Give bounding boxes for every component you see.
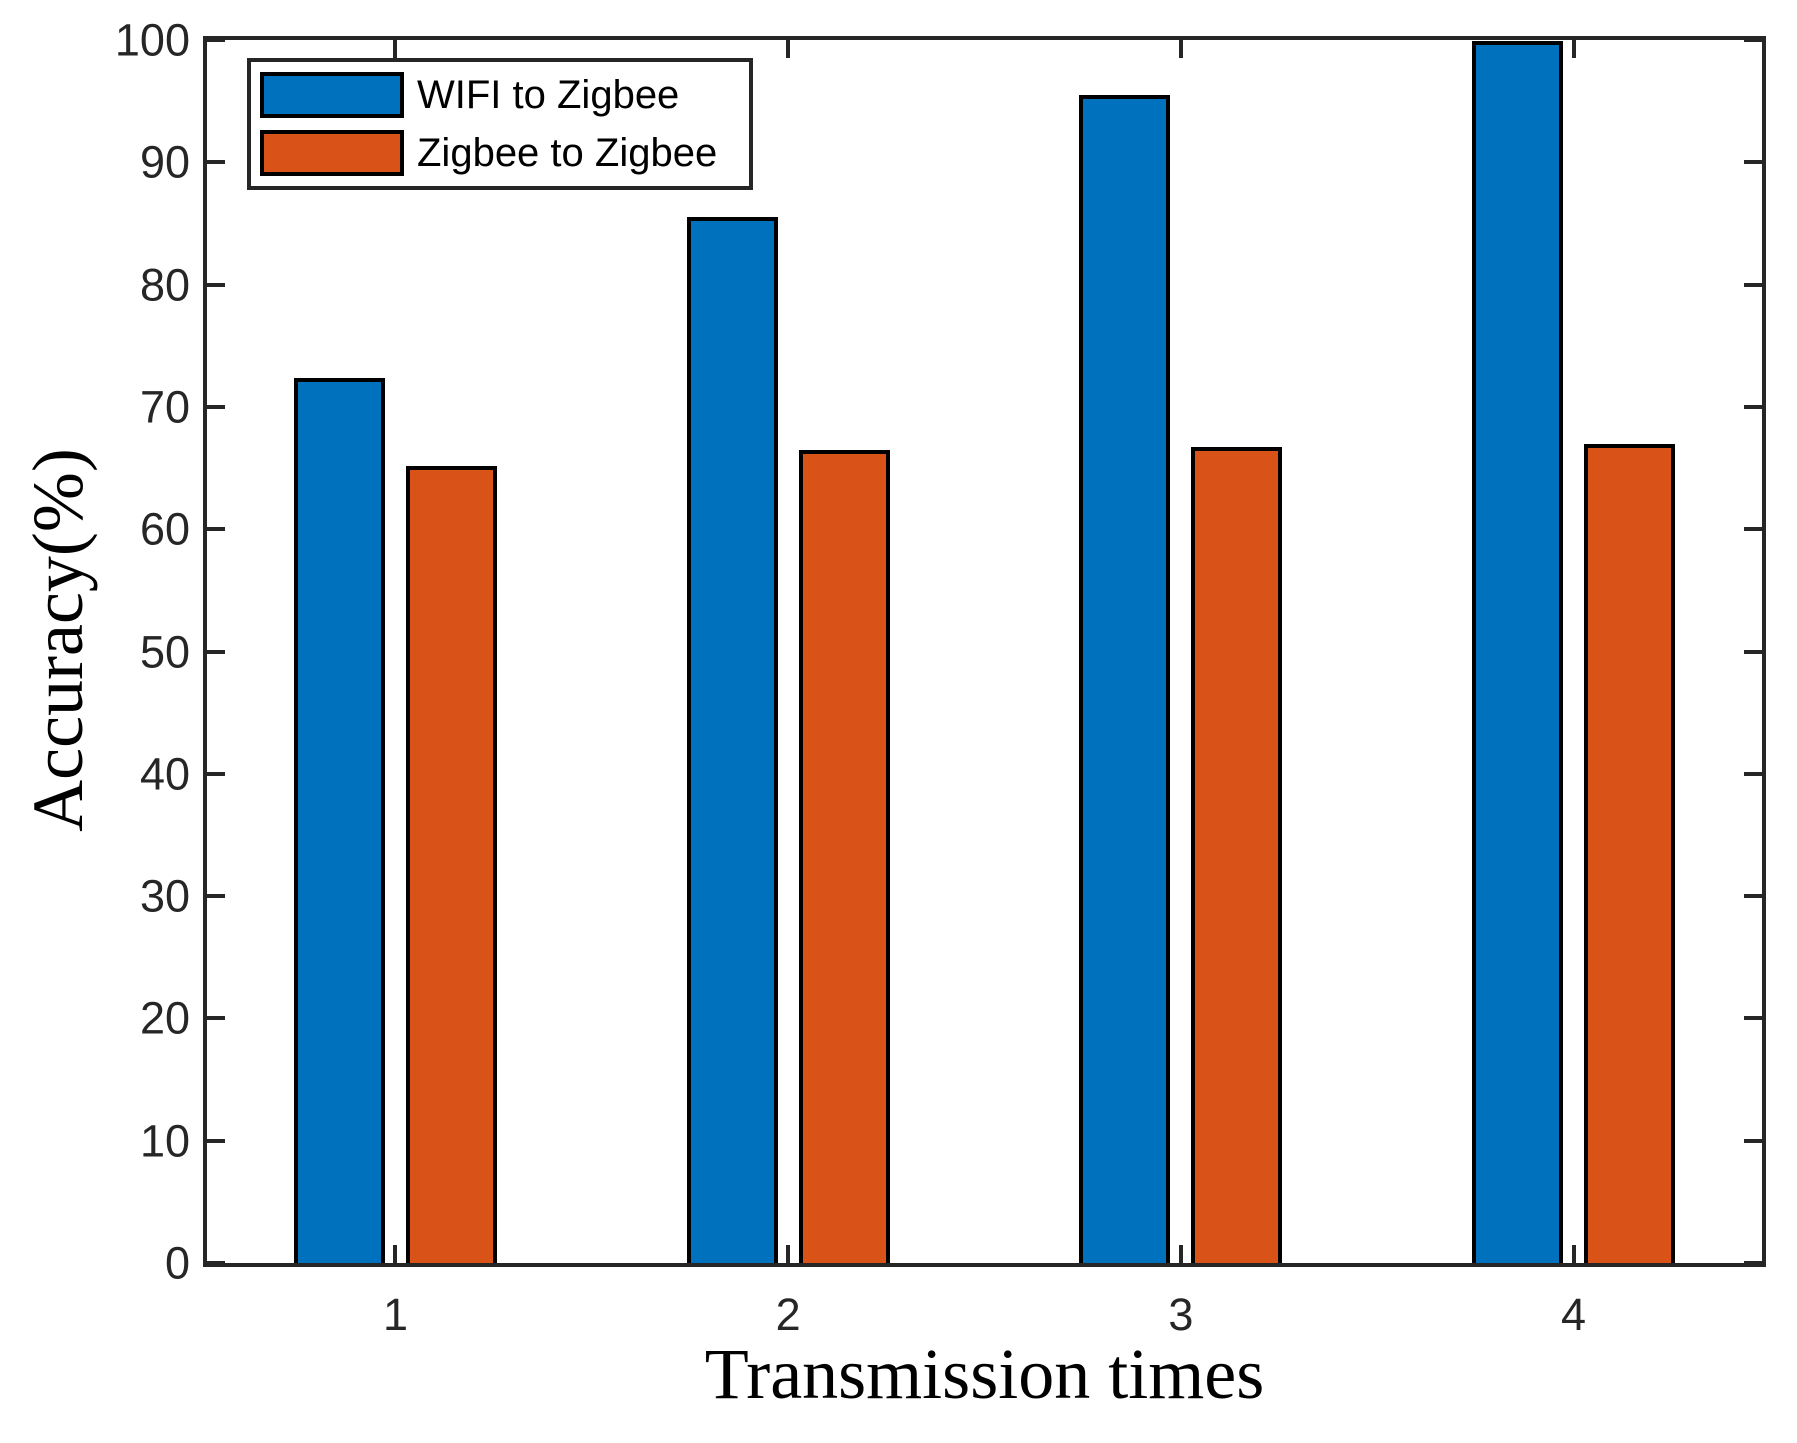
y-axis-tick [207, 649, 225, 654]
y-tick-label: 30 [139, 870, 190, 922]
y-tick-label: 50 [139, 626, 190, 677]
y-tick-label: 10 [139, 1115, 190, 1167]
y-axis-tick [207, 1016, 225, 1021]
bar-series1-group2 [686, 217, 778, 1263]
y-axis-tick-right [1744, 282, 1762, 287]
x-tick-label: 1 [382, 1289, 408, 1340]
y-axis-tick-right [1744, 649, 1762, 654]
bar-series1-group4 [1472, 41, 1563, 1263]
x-tick-label: 3 [1168, 1289, 1194, 1340]
bar-series1-group1 [293, 377, 385, 1263]
y-axis-tick-right [1744, 1138, 1762, 1143]
y-tick-label: 80 [139, 259, 190, 311]
x-axis-tick-top [786, 40, 791, 58]
legend-swatch-icon [260, 72, 404, 118]
x-axis-tick [786, 1245, 791, 1263]
y-axis-tick [207, 38, 225, 42]
plot-area [203, 36, 1766, 1267]
y-axis-tick [207, 1138, 225, 1143]
y-axis-tick-right [1744, 160, 1762, 165]
x-axis-tick [1571, 1245, 1576, 1263]
x-axis-title: Transmission times [704, 1334, 1265, 1414]
y-axis-tick-right [1744, 1016, 1762, 1021]
y-axis-tick-right [1744, 771, 1762, 776]
legend-item: WIFI to Zigbee [260, 72, 749, 118]
y-tick-label: 40 [139, 748, 190, 800]
bar-series1-group3 [1079, 95, 1171, 1263]
x-axis-tick [393, 1245, 398, 1263]
y-tick-label: 20 [139, 992, 190, 1044]
legend-label: Zigbee to Zigbee [417, 131, 718, 175]
y-axis-tick-right [1744, 527, 1762, 532]
x-axis-tick-top [393, 40, 398, 58]
x-axis-tick-top [1178, 40, 1183, 58]
y-axis-tick [207, 282, 225, 287]
y-tick-label: 70 [139, 381, 190, 433]
bar-series2-group1 [405, 465, 497, 1263]
y-axis-tick-right [1744, 894, 1762, 899]
y-axis-tick-right [1744, 404, 1762, 409]
y-axis-title: Accuracy(%) [18, 448, 98, 832]
legend: WIFI to Zigbee Zigbee to Zigbee [247, 58, 753, 190]
y-axis-tick [207, 527, 225, 532]
y-axis-tick [207, 160, 225, 165]
y-axis-tick [207, 894, 225, 899]
bar-series2-group2 [798, 449, 890, 1263]
x-tick-label: 2 [775, 1289, 801, 1340]
y-tick-label: 100 [114, 14, 190, 66]
x-axis-tick [1178, 1245, 1183, 1263]
y-tick-label: 0 [164, 1237, 190, 1289]
x-axis-tick-top [1571, 40, 1576, 58]
legend-swatch-icon [260, 130, 404, 176]
bar-series2-group3 [1191, 447, 1283, 1263]
legend-label: WIFI to Zigbee [417, 73, 680, 117]
y-axis-tick-right [1744, 1261, 1762, 1265]
legend-item: Zigbee to Zigbee [260, 130, 749, 176]
y-tick-label: 90 [139, 136, 190, 188]
bar-series2-group4 [1584, 443, 1675, 1263]
y-tick-label: 60 [139, 503, 190, 555]
x-tick-label: 4 [1560, 1289, 1587, 1340]
y-axis-tick [207, 404, 225, 409]
y-axis-tick [207, 771, 225, 776]
y-axis-tick-right [1744, 38, 1762, 42]
y-axis-tick [207, 1261, 225, 1265]
